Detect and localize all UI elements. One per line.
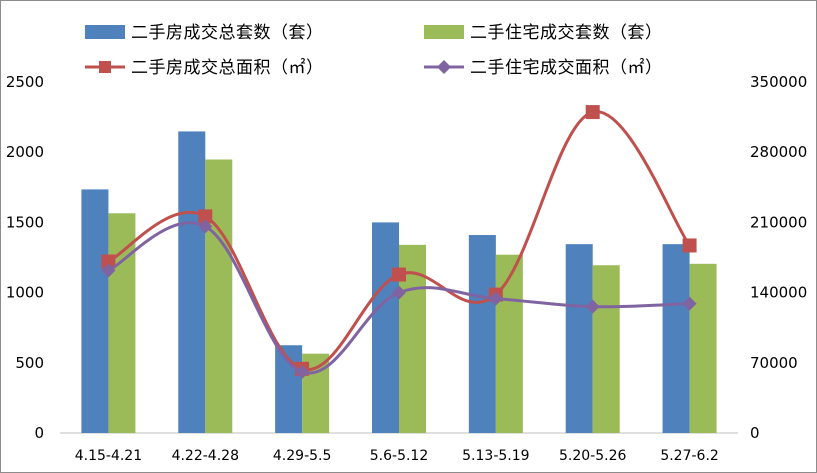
- bar-residential-units: [495, 254, 523, 433]
- legend-label-total-units: 二手房成交总套数（套）: [131, 23, 324, 43]
- left-axis-tick-label: 1000: [6, 284, 44, 302]
- x-axis-tick-label: 4.29-5.5: [273, 448, 332, 464]
- marker-total-area: [392, 267, 406, 282]
- legend-label-residential-units: 二手住宅成交套数（套）: [470, 23, 663, 43]
- marker-residential-area: [488, 291, 503, 306]
- bar-residential-units: [108, 213, 136, 433]
- marker-residential-area: [585, 299, 600, 314]
- legend-label-total-area: 二手房成交总面积（㎡）: [131, 58, 324, 78]
- right-axis-tick-label: 280000: [750, 143, 807, 161]
- left-axis-tick-label: 2000: [6, 143, 44, 161]
- bar-total-units: [662, 244, 690, 433]
- marker-residential-area: [392, 285, 406, 300]
- marker-residential-area: [101, 263, 116, 278]
- x-axis-tick-label: 5.20-5.26: [559, 448, 626, 464]
- marker-residential-area: [682, 296, 697, 311]
- x-axis-tick-label: 5.27-6.2: [660, 448, 719, 464]
- legend-label-residential-area: 二手住宅成交面积（㎡）: [470, 58, 663, 78]
- legend-swatch-residential-units: [424, 25, 464, 39]
- right-axis-tick-label: 0: [750, 424, 760, 442]
- bar-residential-units: [205, 159, 233, 433]
- bar-total-units: [468, 235, 496, 433]
- right-axis-tick-label: 70000: [750, 354, 798, 372]
- right-axis-tick-label: 140000: [750, 284, 807, 302]
- marker-total-area: [682, 238, 697, 253]
- bar-total-units: [565, 244, 593, 433]
- marker-residential-area: [295, 364, 310, 379]
- bar-total-units: [178, 131, 206, 433]
- left-axis-tick-label: 2500: [6, 73, 44, 91]
- bar-residential-units: [689, 263, 717, 433]
- right-axis-tick-label: 350000: [750, 73, 807, 91]
- left-axis-tick-label: 1500: [6, 213, 44, 231]
- left-axis-tick-label: 500: [15, 354, 44, 372]
- marker-total-area: [585, 105, 600, 120]
- legend-marker-total-area: [99, 61, 111, 73]
- x-axis-tick-label: 4.15-4.21: [75, 448, 142, 464]
- marker-total-area: [198, 209, 213, 224]
- left-axis-tick-label: 0: [34, 424, 44, 442]
- x-axis-tick-label: 5.13-5.19: [462, 448, 529, 464]
- bar-total-units: [372, 222, 399, 433]
- bar-residential-units: [592, 265, 620, 433]
- right-axis-tick-label: 210000: [750, 213, 807, 231]
- x-axis-tick-label: 5.6-5.12: [370, 448, 429, 464]
- marker-residential-area: [198, 219, 213, 234]
- legend-marker-residential-area: [437, 60, 451, 74]
- marker-total-area: [101, 254, 116, 269]
- bar-total-units: [81, 189, 109, 433]
- legend-swatch-total-units: [85, 25, 125, 39]
- x-axis-tick-label: 4.22-4.28: [172, 448, 239, 464]
